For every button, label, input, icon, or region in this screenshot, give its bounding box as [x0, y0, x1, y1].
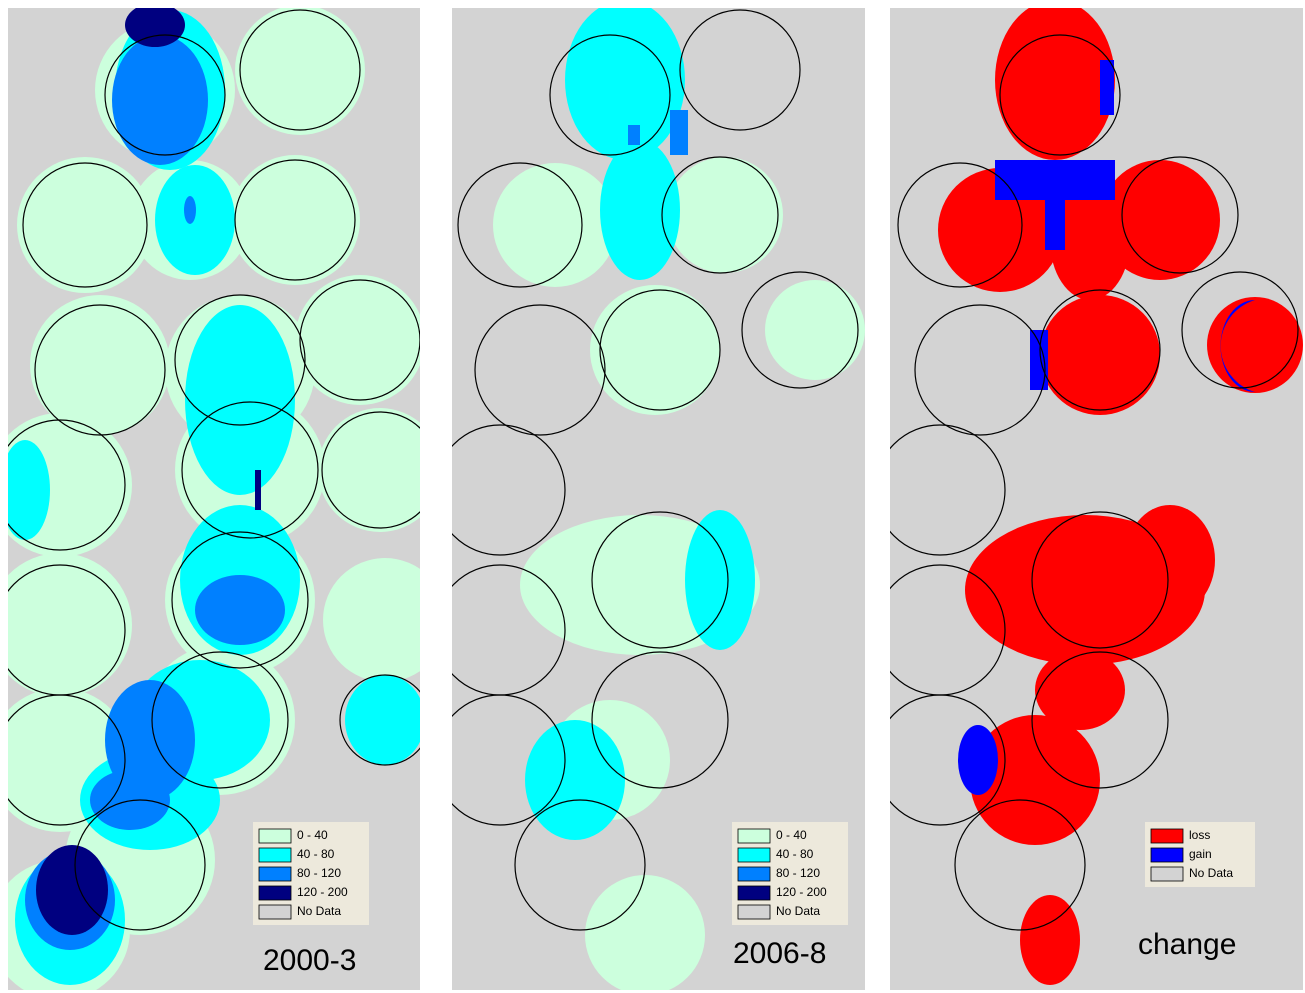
map-figure: 2000-3 2006-8 change 0 - 40 40 - 80 80 - 1…: [0, 0, 1305, 993]
legend-swatch: [259, 886, 291, 900]
legend-swatch: [738, 905, 770, 919]
legend-label: 0 - 40: [776, 828, 807, 842]
legend-label: 40 - 80: [776, 847, 814, 861]
legend-label: 80 - 120: [297, 866, 341, 880]
panel-label: 2006-8: [733, 937, 826, 970]
legend-swatch: [259, 867, 291, 881]
legend-swatch: [738, 867, 770, 881]
legend-swatch: [738, 829, 770, 843]
page: {"panels": [ {"label": "2000-3", "legend…: [0, 0, 1305, 993]
legend-swatch: [1151, 867, 1183, 881]
legend-label: 80 - 120: [776, 866, 820, 880]
legend-label: No Data: [1189, 866, 1233, 880]
legend-label: 120 - 200: [297, 885, 348, 899]
legend-swatch: [259, 905, 291, 919]
legend-swatch: [1151, 848, 1183, 862]
legend-label: No Data: [297, 904, 341, 918]
legend-swatch: [259, 829, 291, 843]
map-panel: [0, 3, 447, 993]
legend-label: 120 - 200: [776, 885, 827, 899]
legend-swatch: [1151, 829, 1183, 843]
panel-label: 2000-3: [263, 944, 356, 977]
legend-label: loss: [1189, 828, 1210, 842]
legend-label: 0 - 40: [297, 828, 328, 842]
legend-swatch: [738, 848, 770, 862]
panel-label: change: [1138, 928, 1236, 961]
legend-swatch: [738, 886, 770, 900]
legend-label: No Data: [776, 904, 820, 918]
legend-label: 40 - 80: [297, 847, 335, 861]
legend-label: gain: [1189, 847, 1212, 861]
legend-swatch: [259, 848, 291, 862]
